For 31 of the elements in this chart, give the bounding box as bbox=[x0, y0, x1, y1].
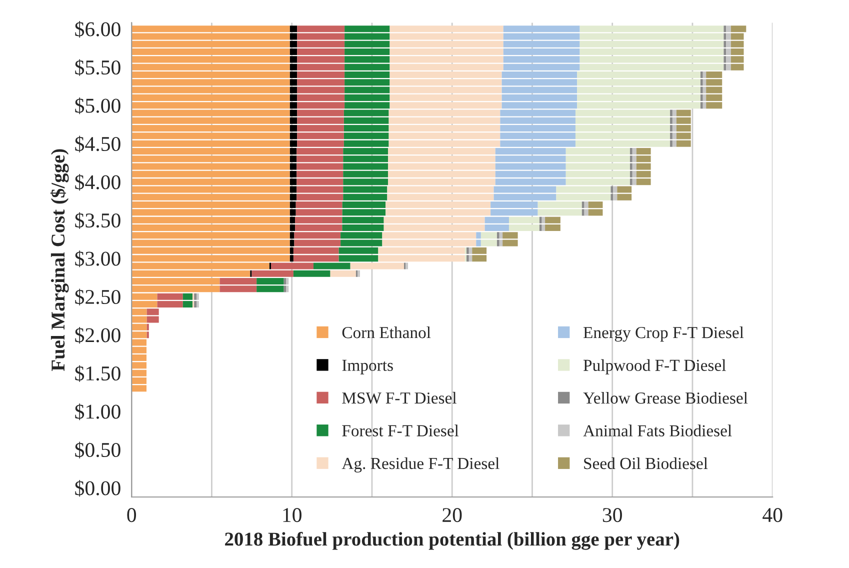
legend-label: Energy Crop F-T Diesel bbox=[583, 326, 744, 342]
y-tick-label: $2.00 bbox=[75, 326, 120, 344]
legend-label: Seed Oil Biodiesel bbox=[584, 457, 708, 470]
y-tick-label: $0.50 bbox=[75, 442, 120, 458]
legend-label: Ag. Residue F-T Diesel bbox=[342, 457, 500, 473]
y-tick-label: $1.50 bbox=[75, 365, 120, 382]
y-tick-label: $4.50 bbox=[75, 136, 120, 152]
x-tick-label: 0 bbox=[127, 508, 136, 522]
legend-label: Yellow Grease Biodiesel bbox=[583, 392, 748, 404]
x-axis-title: 2018 Biofuel production potential (billion gge per year) bbox=[225, 532, 680, 550]
y-tick-label: $5.00 bbox=[75, 97, 120, 114]
legend-label: MSW F-T Diesel bbox=[342, 392, 456, 404]
y-tick-label: $2.50 bbox=[75, 288, 120, 306]
y-tick-label: $3.00 bbox=[75, 250, 120, 268]
y-axis-title: Fuel Marginal Cost ($/gge) bbox=[50, 149, 69, 372]
x-tick-label: 30 bbox=[602, 508, 622, 522]
legend-label: Animal Fats Biodiesel bbox=[583, 424, 732, 436]
legend-label: Forest F-T Diesel bbox=[342, 424, 459, 436]
y-tick-label: $0.00 bbox=[75, 480, 120, 497]
x-tick-label: 20 bbox=[442, 508, 462, 522]
y-tick-label: $1.00 bbox=[75, 403, 120, 420]
y-tick-label: $6.00 bbox=[75, 20, 120, 38]
legend-label: Pulpwood F-T Diesel bbox=[583, 359, 726, 374]
y-tick-label: $5.50 bbox=[75, 59, 120, 76]
bar bbox=[406, 262, 408, 270]
x-tick-label: 40 bbox=[762, 508, 782, 522]
x-tick-label: 10 bbox=[283, 508, 302, 522]
legend-label: Corn Ethanol bbox=[342, 326, 431, 338]
y-tick-label: $4.00 bbox=[75, 174, 120, 191]
legend-label: Imports bbox=[342, 360, 393, 374]
y-tick-label: $3.50 bbox=[75, 212, 120, 229]
